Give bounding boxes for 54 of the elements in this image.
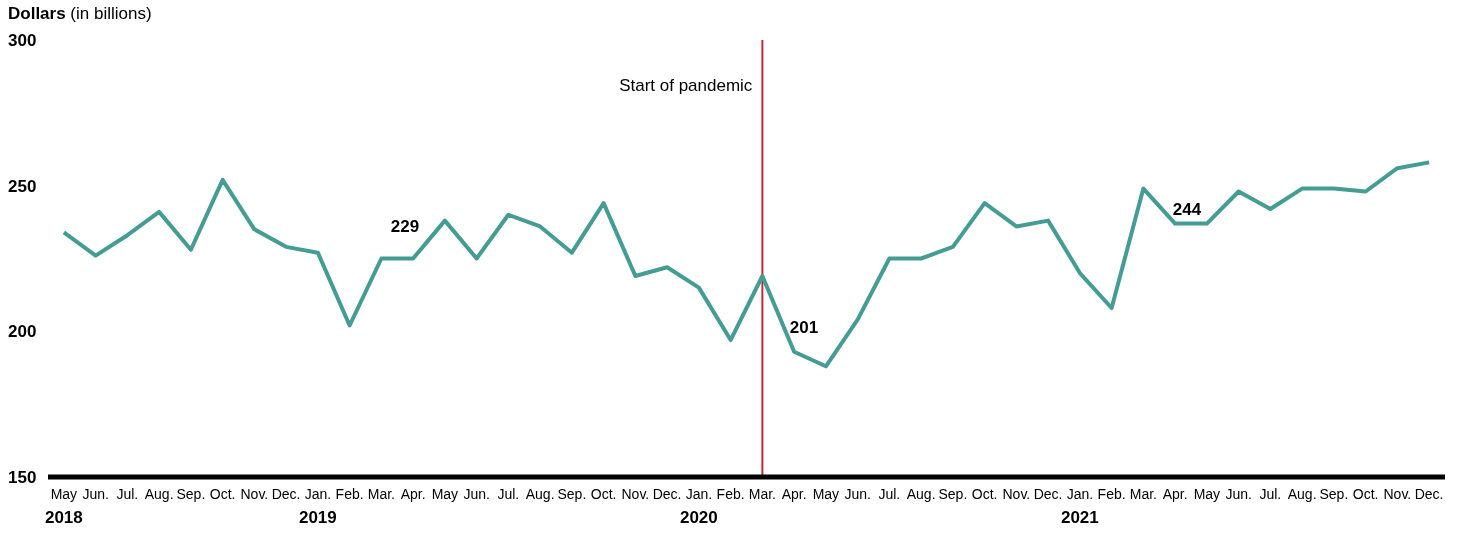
x-tick-label: Sep. [1319,486,1349,502]
x-tick-label: Aug. [525,486,555,502]
y-axis-title: Dollars (in billions) [8,4,152,24]
x-tick-label: Nov. [621,486,650,502]
y-tick-label: 300 [8,31,37,50]
x-tick-label: Apr. [400,486,426,502]
x-tick-label: May [431,486,459,502]
x-tick-label: Feb. [716,486,745,502]
x-tick-label: Aug. [1287,486,1317,502]
x-tick-label: May 2018 [44,486,83,527]
x-tick-label: Aug. [906,486,936,502]
x-tick-label: Jan. 2021 [1060,486,1099,527]
x-tick-label: Apr. [781,486,807,502]
x-tick-label: Jun. [1225,486,1252,502]
x-tick-label: Oct. [1352,486,1379,502]
x-tick-label: Nov. [1002,486,1031,502]
x-tick-label: Oct. [209,486,236,502]
x-tick-label: Jul. [878,486,901,502]
x-tick-label: Jun. [82,486,109,502]
x-tick-label: Sep. [176,486,206,502]
x-tick-label: Jan. 2020 [679,486,718,527]
x-tick-label: May [812,486,840,502]
x-tick-label: Dec. [271,486,301,502]
x-tick-label: Aug. [144,486,174,502]
x-tick-label: May [1193,486,1221,502]
x-tick-label: Sep. [938,486,968,502]
x-tick-label: Jun. [463,486,490,502]
annotation: 244 [1172,200,1202,219]
line-series [61,160,1432,369]
x-tick-label: Jul. [497,486,520,502]
x-tick-label: Oct. [590,486,617,502]
x-tick-label: Mar. [1129,486,1157,502]
x-tick-label: Dec. [1414,486,1444,502]
x-tick-label: Oct. [971,486,998,502]
x-tick-label: Nov. [240,486,269,502]
x-tick-label: Dec. [652,486,682,502]
x-tick-label: Feb. [335,486,364,502]
ref-line-label: Start of pandemic [619,76,753,95]
x-tick-label: Jun. [844,486,871,502]
x-tick-label: Jul. [116,486,139,502]
x-tick-label: Mar. [367,486,395,502]
x-tick-label: Apr. [1162,486,1188,502]
annotation: 229 [390,217,420,236]
y-tick-label: 250 [8,176,37,196]
y-tick-label: 200 [8,322,37,342]
x-tick-label: Jul. [1259,486,1282,502]
x-tick-label: Jan. 2019 [298,486,337,527]
x-tick-label: Feb. [1097,486,1126,502]
x-tick-label: Sep. [557,486,587,502]
x-tick-label: Nov. [1383,486,1412,502]
x-tick-label: Dec. [1033,486,1063,502]
x-tick-label: Mar. [748,486,776,502]
annotation: 201 [789,318,819,337]
y-tick-label: 150 [8,468,37,487]
